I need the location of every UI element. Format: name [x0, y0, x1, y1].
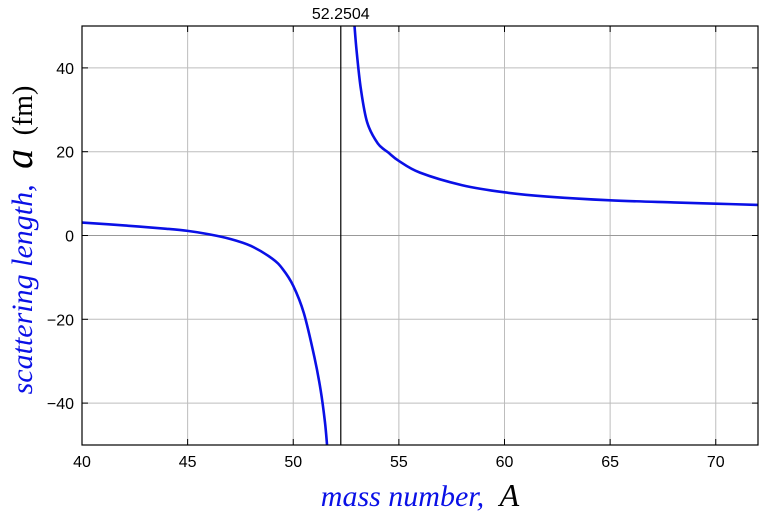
- x-tick-label: 55: [390, 454, 408, 471]
- x-tick-label: 40: [73, 454, 91, 471]
- y-axis-unit: (fm): [8, 86, 39, 136]
- x-axis-title-prefix: mass number,: [321, 480, 484, 513]
- y-tick-label: 0: [65, 229, 74, 246]
- grid: [82, 26, 758, 445]
- y-tick-label: 40: [56, 61, 74, 78]
- curve-layer: [82, 26, 758, 445]
- x-tick-label: 60: [496, 454, 514, 471]
- x-tick-label: 70: [707, 454, 725, 471]
- ticks: [81, 26, 758, 445]
- series-line: [353, 26, 758, 207]
- x-axis-variable: A: [498, 477, 520, 513]
- y-axis-title-prefix: scattering length,: [6, 184, 39, 394]
- x-tick-labels: 40 45 50 55 60 65 70: [73, 454, 725, 471]
- y-tick-label: −20: [47, 312, 74, 329]
- y-axis-title: scattering length, a (fm): [0, 86, 41, 395]
- x-tick-label: 50: [284, 454, 302, 471]
- asymptote-label: 52.2504: [312, 6, 370, 23]
- series-line: [82, 221, 329, 445]
- y-axis-variable: a: [0, 149, 41, 169]
- y-tick-labels: −40 −20 0 20 40: [47, 61, 74, 413]
- x-axis-title: mass number, A: [321, 477, 520, 513]
- x-tick-label: 45: [179, 454, 197, 471]
- y-tick-label: −40: [47, 396, 74, 413]
- y-tick-label: 20: [56, 145, 74, 162]
- x-tick-label: 65: [601, 454, 619, 471]
